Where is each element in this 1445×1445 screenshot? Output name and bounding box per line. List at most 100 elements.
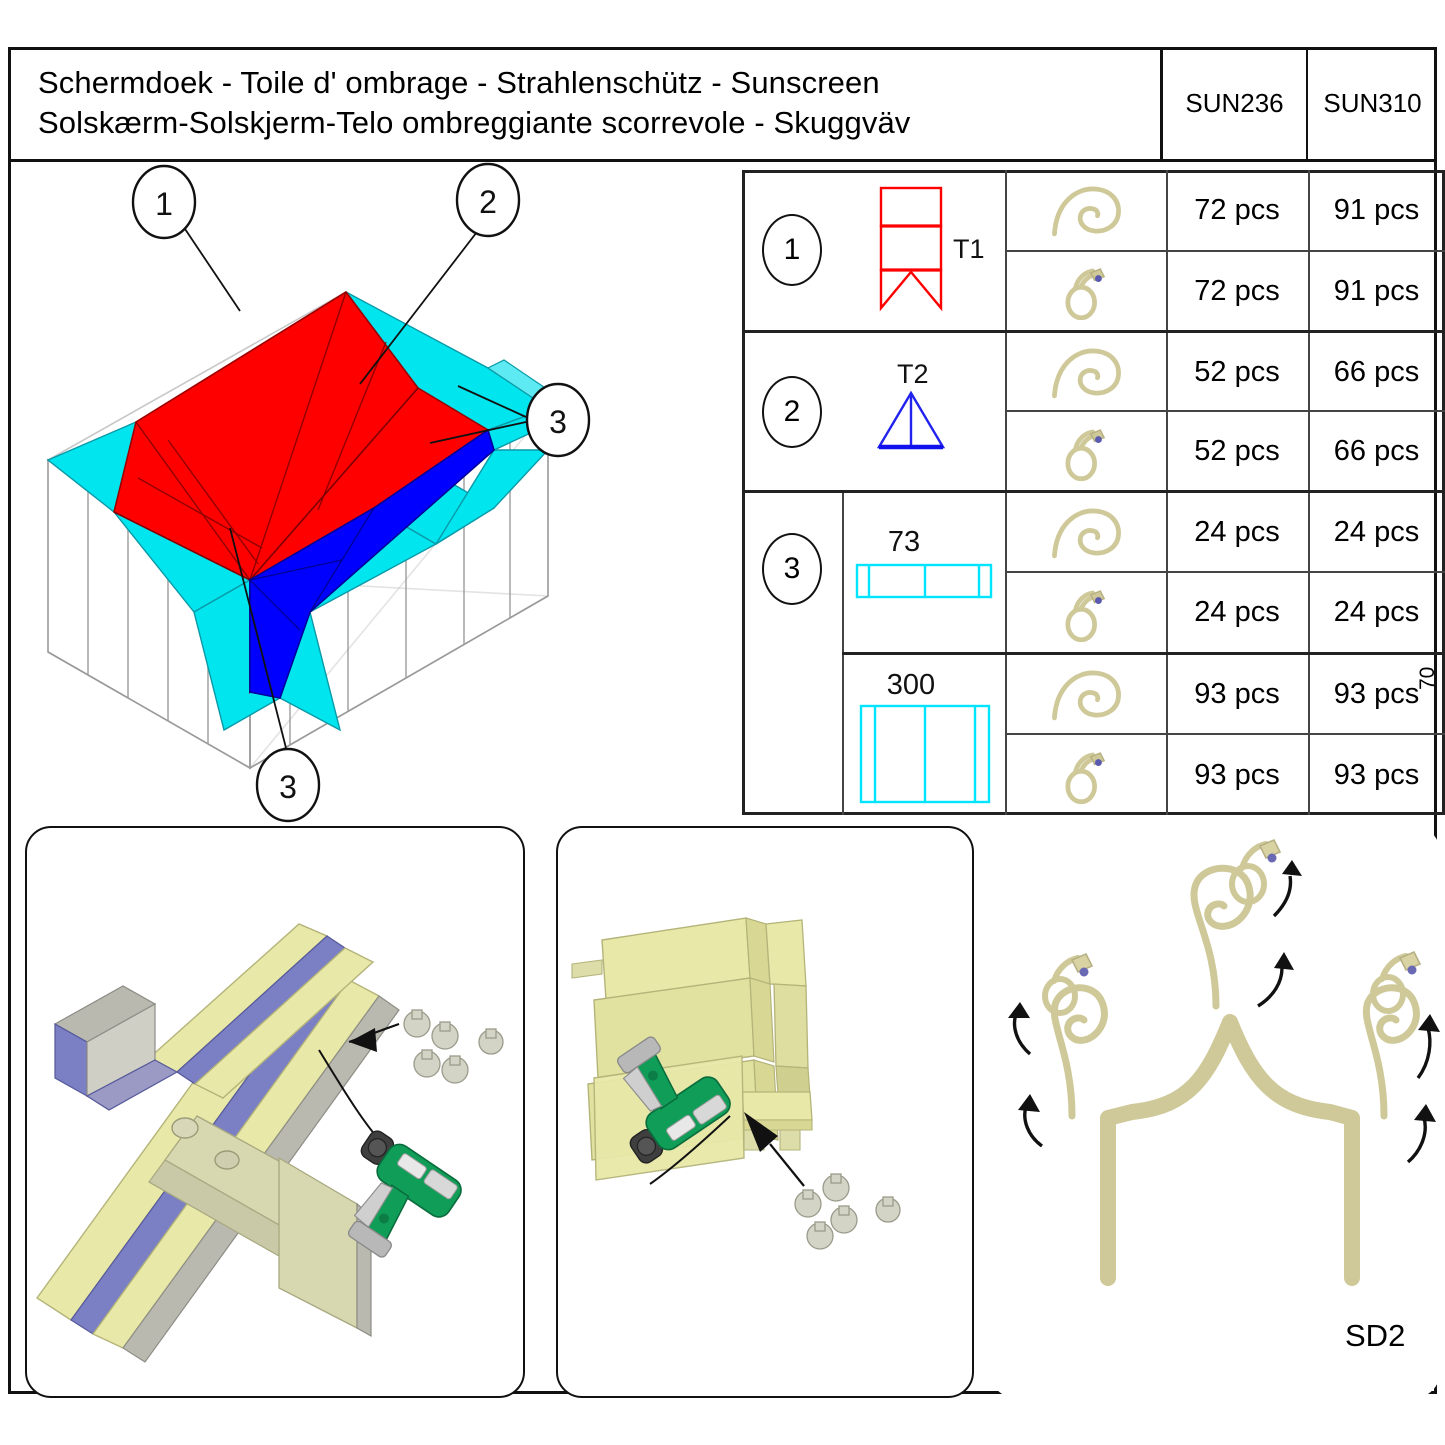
rotation-arrow bbox=[1023, 1105, 1044, 1148]
callout-label-2: 2 bbox=[479, 184, 497, 220]
table-hline-row1 bbox=[742, 330, 1445, 333]
table-part-cell-3: 73 bbox=[844, 493, 1005, 652]
callout-balloon-3b: 3 bbox=[255, 747, 321, 823]
table-hline-sub1 bbox=[1005, 250, 1445, 252]
gutter-profile-assembly bbox=[571, 917, 813, 1181]
cordless-drill-icon bbox=[347, 1130, 462, 1258]
part-shape-73-icon: 73 bbox=[855, 526, 992, 598]
screw-cluster bbox=[794, 1173, 901, 1250]
rotation-arrow bbox=[1272, 875, 1293, 918]
item-balloon-2: 2 bbox=[762, 375, 822, 448]
part-shape-t1-icon: T1 bbox=[879, 186, 985, 312]
aluminium-profile-assembly bbox=[36, 923, 400, 1363]
qty-cell-r3b-sun236: 24 pcs bbox=[1194, 596, 1280, 628]
hook-icon bbox=[1051, 670, 1121, 721]
arrow-head bbox=[1282, 860, 1302, 876]
table-icon-cell-2a bbox=[1005, 333, 1166, 411]
table-hline-sub3 bbox=[1005, 571, 1445, 573]
qty-cell-r3b-sun310: 24 pcs bbox=[1333, 596, 1420, 628]
ring-clip-icon bbox=[1229, 838, 1282, 905]
table-part-cell-4: 300 bbox=[844, 655, 1005, 815]
hook-icon bbox=[1050, 984, 1108, 1120]
hook-icon bbox=[1190, 864, 1254, 1010]
part-label-t2: T2 bbox=[897, 359, 929, 389]
hook-icon bbox=[1051, 186, 1121, 237]
screw-cluster bbox=[403, 1009, 504, 1084]
ring-clip-icon bbox=[1042, 952, 1094, 1016]
ring-clip-icon bbox=[1370, 950, 1422, 1014]
sd2-label: SD2 bbox=[1345, 1318, 1406, 1353]
hook-icon bbox=[1051, 348, 1121, 399]
table-icon-cell-1b bbox=[1005, 252, 1166, 330]
arrow-head bbox=[1018, 1094, 1040, 1112]
table-hline-sub4 bbox=[1005, 733, 1445, 735]
table-part-cell-2: T2 bbox=[842, 333, 1005, 490]
table-icon-cell-4a bbox=[1005, 655, 1166, 733]
table-hline-sub2 bbox=[1005, 410, 1445, 412]
table-hline-row2 bbox=[742, 490, 1445, 493]
ridge-profile-shape bbox=[1100, 1014, 1360, 1286]
table-icon-cell-2b bbox=[1005, 413, 1166, 490]
qty-cell-r4b-sun236: 93 pcs bbox=[1194, 758, 1280, 791]
hook-icon bbox=[1051, 508, 1121, 559]
part-label-t1: T1 bbox=[953, 234, 985, 264]
qty-cell-r2a-sun310: 66 pcs bbox=[1333, 355, 1420, 388]
qty-cell-r2b-sun236: 52 pcs bbox=[1194, 435, 1280, 467]
ring-clip-dot bbox=[1094, 596, 1102, 604]
ring-clip-icon bbox=[1064, 589, 1105, 642]
assembly-arrow-screws bbox=[769, 1143, 805, 1187]
item-balloon-1: 1 bbox=[762, 214, 822, 286]
title-line-2: Solskærm-Solskjerm-Telo ombreggiante sco… bbox=[38, 105, 911, 140]
hook-icon bbox=[1362, 984, 1420, 1120]
page-number: 70 bbox=[1416, 666, 1439, 690]
table-hline-row3 bbox=[842, 652, 1445, 655]
detail-panel-gutter bbox=[556, 826, 974, 1398]
parts-table: 1 T1 72 pcs 91 pcs bbox=[742, 170, 1445, 815]
table-item-cell-2: 2 bbox=[742, 333, 842, 490]
callout-label-3a: 3 bbox=[549, 404, 567, 440]
part-label-73: 73 bbox=[887, 526, 919, 558]
title-block: Schermdoek - Toile d' ombrage - Strahlen… bbox=[8, 47, 1163, 162]
ring-clip-icon bbox=[1064, 752, 1105, 805]
table-item-cell-3: 3 bbox=[742, 493, 842, 815]
qty-cell-r2a-sun236: 52 pcs bbox=[1194, 355, 1280, 388]
qty-cell-r4a-sun310: 93 pcs bbox=[1333, 677, 1420, 710]
qty-cell-r1b-sun310: 91 pcs bbox=[1333, 274, 1420, 307]
isometric-roof-diagram: 1 2 3 3 bbox=[18, 160, 730, 823]
arrow-head-screws bbox=[744, 1112, 778, 1152]
column-header-sun310: SUN310 bbox=[1308, 47, 1437, 162]
table-icon-cell-4b bbox=[1005, 735, 1166, 815]
rotation-arrow bbox=[1012, 1013, 1032, 1056]
detail-panel-rafter bbox=[25, 826, 525, 1398]
qty-cell-r2b-sun310: 66 pcs bbox=[1333, 435, 1420, 467]
callout-balloon-1: 1 bbox=[131, 164, 197, 240]
qty-cell-r1a-sun236: 72 pcs bbox=[1194, 193, 1280, 226]
ring-clip-dot bbox=[1094, 759, 1102, 767]
callout-balloon-2: 2 bbox=[455, 162, 521, 238]
part-label-300: 300 bbox=[886, 669, 934, 701]
rotation-arrow bbox=[1406, 1117, 1427, 1164]
column-header-sun236: SUN236 bbox=[1163, 47, 1308, 162]
ring-clip-icon bbox=[1064, 428, 1105, 481]
callout-leader-lines bbox=[180, 222, 527, 749]
qty-cell-r3a-sun236: 24 pcs bbox=[1194, 515, 1280, 548]
table-icon-cell-3b bbox=[1005, 573, 1166, 652]
qty-cell-r1a-sun310: 91 pcs bbox=[1333, 193, 1420, 226]
qty-cell-r4b-sun310: 93 pcs bbox=[1333, 758, 1420, 791]
table-icon-cell-3a bbox=[1005, 493, 1166, 571]
arrow-head bbox=[1274, 952, 1294, 970]
rotation-arrow bbox=[1257, 967, 1284, 1008]
qty-cell-r1b-sun236: 72 pcs bbox=[1194, 274, 1280, 307]
qty-cell-r3a-sun310: 24 pcs bbox=[1333, 515, 1420, 548]
ring-clip-dot bbox=[1094, 435, 1102, 443]
detail-panel-sd2 bbox=[990, 826, 1440, 1398]
arrow-head-screws bbox=[349, 1028, 377, 1052]
title-line-1: Schermdoek - Toile d' ombrage - Strahlen… bbox=[38, 65, 880, 100]
item-balloon-3: 3 bbox=[762, 533, 822, 605]
table-part-cell-1: T1 bbox=[842, 170, 1005, 330]
qty-cell-r4a-sun236: 93 pcs bbox=[1194, 677, 1280, 710]
cordless-drill-icon bbox=[616, 1036, 731, 1164]
ring-clip-icon bbox=[1064, 268, 1105, 321]
ring-clip-dot bbox=[1094, 275, 1102, 283]
